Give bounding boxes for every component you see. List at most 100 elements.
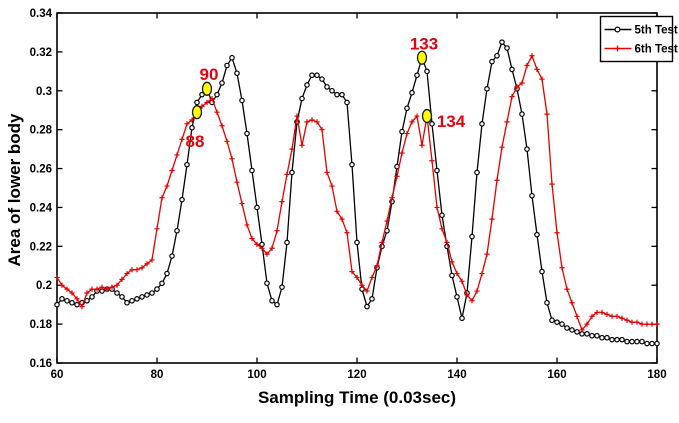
data-point-circle [114,290,120,296]
annotation-ellipse-133 [416,50,428,65]
data-point-circle [324,84,330,90]
data-point-circle [149,290,155,296]
data-point-circle [589,332,595,339]
data-point-circle [334,91,340,98]
data-point-circle [404,105,410,112]
data-point-circle [544,299,550,306]
data-point-circle [549,317,555,324]
x-tick-label: 120 [347,369,366,381]
data-point-circle [474,169,480,176]
plot-layer: 60 80 100 120 140 160 180 0.16 0.18 0.2 0.22 0.24 0.… [30,8,678,381]
data-point-circle [524,146,530,152]
data-point-circle [619,336,625,343]
data-point-circle [289,169,295,176]
data-point-circle [139,294,145,300]
data-point-circle [354,239,360,246]
annotation-ellipse-88 [191,105,203,120]
data-point-circle [504,45,510,51]
data-point-circle [134,296,140,302]
y-tick-label: 0.32 [30,47,52,59]
data-point-circle [479,121,485,127]
data-point-circle [319,76,325,82]
data-point-circle [499,39,505,45]
data-point-circle [654,340,660,347]
data-point-circle [329,87,335,94]
data-point-circle [299,95,305,102]
data-point-circle [144,292,150,298]
data-point-circle [649,340,655,347]
data-point-circle [569,327,575,333]
data-point-circle [534,231,540,238]
data-point-circle [174,227,180,234]
data-point-circle [154,286,160,292]
data-point-circle [364,303,370,310]
x-tick-label: 100 [247,369,266,381]
data-point-circle [559,321,565,327]
data-point-plus-markers [54,53,660,333]
data-point-circle [414,72,420,79]
x-tick-label: 160 [547,369,566,381]
data-point-circle [234,70,240,77]
data-point-circle [64,297,70,304]
data-point-circle [224,62,230,69]
data-point-circle [629,338,635,345]
data-point-circle [434,167,440,174]
data-point-circle [439,212,445,219]
data-point-circle [409,89,415,96]
data-point-circle [239,97,245,104]
x-axis-label: Sampling Time (0.03sec) [258,388,456,407]
data-point-circle [74,301,80,308]
legend-circle-marker [614,26,621,33]
data-point-circle [634,338,640,345]
data-point-circle [604,334,610,341]
data-point-circle [369,296,375,302]
y-tick-label: 0.18 [30,319,53,331]
data-point-circle [194,99,200,106]
data-point-circle [519,111,525,117]
y-tick-label: 0.28 [30,125,53,137]
data-point-circle [314,72,320,79]
data-point-circle [59,296,65,302]
annotation-label-90: 90 [200,65,219,84]
data-point-circle [284,239,290,246]
data-point-circle [279,284,285,290]
data-point-circle [249,167,255,174]
annotation-label-88: 88 [186,132,205,151]
data-point-circle [574,329,580,335]
y-tick-label: 0.2 [36,280,52,292]
y-tick-label: 0.22 [30,241,52,253]
legend-entry-label: 6th Test [635,44,678,56]
annotation-ellipse-134 [421,108,433,124]
data-point-circle [429,121,435,127]
data-point-circle [599,334,605,341]
data-point-circle [639,338,645,345]
y-tick-label: 0.34 [30,8,53,20]
annotation-label-133: 133 [410,35,438,54]
data-point-circle [484,86,490,92]
data-point-circle [494,52,500,59]
data-point-circle [489,58,495,65]
data-point-circle [89,294,95,300]
data-point-circle [309,72,315,79]
legend-box [599,15,674,63]
data-point-circle [609,336,615,343]
data-point-circle [264,280,270,287]
data-point-circle [424,68,430,75]
data-point-circle [184,161,190,168]
data-point-circle [529,192,535,199]
data-point-circle [594,332,600,339]
legend-entry-label: 5th Test [635,25,678,37]
data-point-circle [269,297,275,304]
legend-plus-marker [614,45,621,52]
data-point-circle [469,233,475,240]
data-point-circle [539,268,545,275]
data-point-circle [164,270,170,277]
data-point-circle [179,196,185,203]
data-point-circle [129,297,135,304]
data-point-circle [169,253,175,259]
x-tick-label: 140 [447,369,466,381]
data-point-circle [624,338,630,345]
data-point-circle [69,299,75,306]
